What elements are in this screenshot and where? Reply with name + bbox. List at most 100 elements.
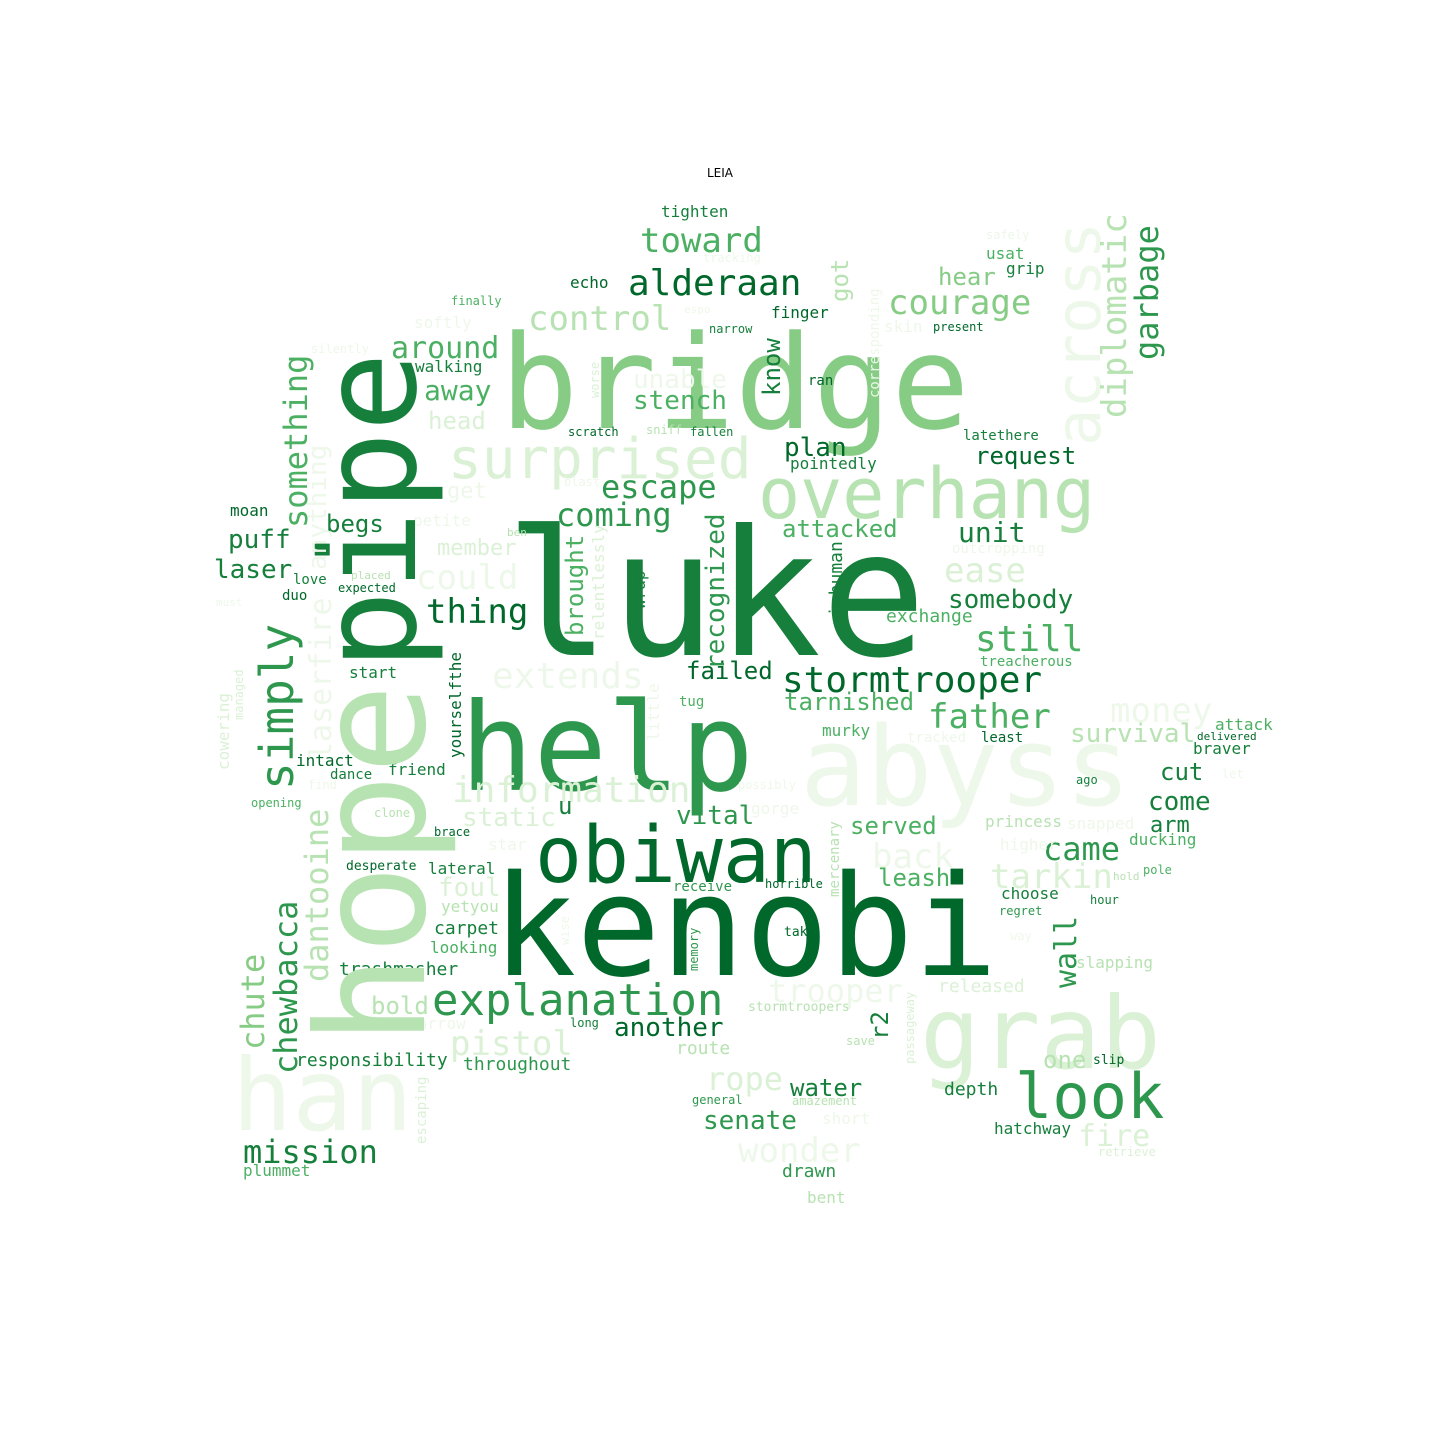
word-foul: foul [438,873,501,903]
word-member: member [437,536,516,561]
word-tracking: tracking [703,251,761,265]
word-short: short [822,1109,870,1128]
word-still: still [975,619,1083,660]
word-courage: courage [888,283,1031,323]
word-delivered: delivered [1197,730,1257,743]
word-memory: memory [687,928,701,971]
word-corresponding: corresponding [867,288,883,398]
word-lateral: lateral [428,859,495,878]
word-responsibility: responsibility [296,1050,448,1071]
word-higher: higher [1000,835,1058,854]
word-static: static [462,803,556,833]
word-chewbacca: chewbacca [267,901,305,1074]
word-across: across [1042,222,1115,446]
word-find: find [308,778,337,792]
word-got: got [826,259,854,302]
word-opening: opening [251,796,302,810]
word-overhang: overhang [758,453,1095,535]
word-treacherous: treacherous [980,654,1073,670]
word-safely: safely [986,228,1029,242]
word-released: released [938,976,1025,997]
word-sorrow: sorrow [408,1014,466,1033]
word-dantooine: dantooine [298,809,336,982]
word-luke: luke [505,494,926,697]
word-latethere: latethere [963,428,1039,444]
word-thing: thing [426,592,528,632]
word-little: little [644,683,663,741]
word-unable: unable [633,365,727,395]
word-slapping: slapping [1076,953,1153,972]
word-tarnished: tarnished [784,688,914,716]
word-start: start [349,663,397,682]
word-narrow: narrow [709,322,753,336]
word-help: help [460,677,754,819]
word-dance: dance [330,767,372,783]
word-retrieve: retrieve [1098,1145,1156,1159]
word-love: love [293,572,327,588]
word-stormtrooper: stormtrooper [782,660,1042,701]
word-tarkin: tarkin [990,857,1113,897]
word-softly: softly [414,313,472,332]
word-water: water [790,1074,862,1102]
word-slip: slip [1093,1053,1124,1068]
word-rope: rope [706,1060,783,1098]
word-intact: intact [296,751,354,770]
word-petite: petite [413,511,471,530]
word-tug: tug [679,694,704,710]
word-receive: receive [673,879,732,895]
cloud-title: LEIA [706,166,733,180]
word-carpet: carpet [434,918,499,939]
word-hope: hope [286,684,460,1045]
word-u: u [558,792,572,820]
word-let: let [1222,767,1244,781]
word-wrap: wrap [630,570,649,609]
word-blast: blast [564,475,600,489]
word-horrible: horrible [765,877,823,891]
word-route: route [676,1038,730,1059]
word-general: general [692,1093,743,1107]
word-possibly: possibly [738,778,796,792]
word-amazement: amazement [792,1094,857,1108]
word-coming: coming [556,496,672,534]
word-control: control [528,299,671,339]
word-relentlessly: relentlessly [589,524,608,640]
word-throughout: throughout [463,1054,571,1075]
word-ago: ago [1076,773,1098,787]
word-murky: murky [822,721,871,740]
word-clone: clone [374,806,410,820]
word-inhuman: inhuman [826,541,847,617]
word-take: take [784,925,815,940]
word-brace: brace [434,825,470,839]
word-failed: failed [686,657,773,685]
word-echo: echo [570,273,609,292]
word-finger: finger [771,303,829,322]
word-depth: depth [944,1079,998,1100]
word-hear: hear [938,263,996,291]
word-hour: hour [1090,893,1119,907]
word-another: another [614,1013,724,1043]
word-present: present [933,320,984,334]
word-exchange: exchange [886,606,973,627]
word-arm: arm [1150,813,1190,838]
word-tracked: tracked [907,730,966,746]
word-sniff: sniff [646,423,682,437]
word-surprised: surprised [448,427,751,492]
word-hold: hold [1113,870,1140,883]
word-must: must [216,596,243,609]
word-extends: extends [492,656,644,697]
word-information: information [452,770,690,811]
word-father: father [928,697,1051,737]
word-hatchway: hatchway [994,1119,1071,1138]
word-duo: duo [282,588,307,604]
word-scratch: scratch [568,425,619,439]
word-passageway: passageway [903,992,917,1064]
word-fire: fire [1078,1119,1150,1154]
word-espo: espo [684,303,711,316]
word-yourselfthe: yourselfthe [446,652,465,758]
word-stench: stench [633,386,727,416]
word-leash: leash [878,864,950,892]
word-plan: plan [784,433,847,463]
word-star: star [488,835,527,854]
word-know: know [758,338,786,396]
